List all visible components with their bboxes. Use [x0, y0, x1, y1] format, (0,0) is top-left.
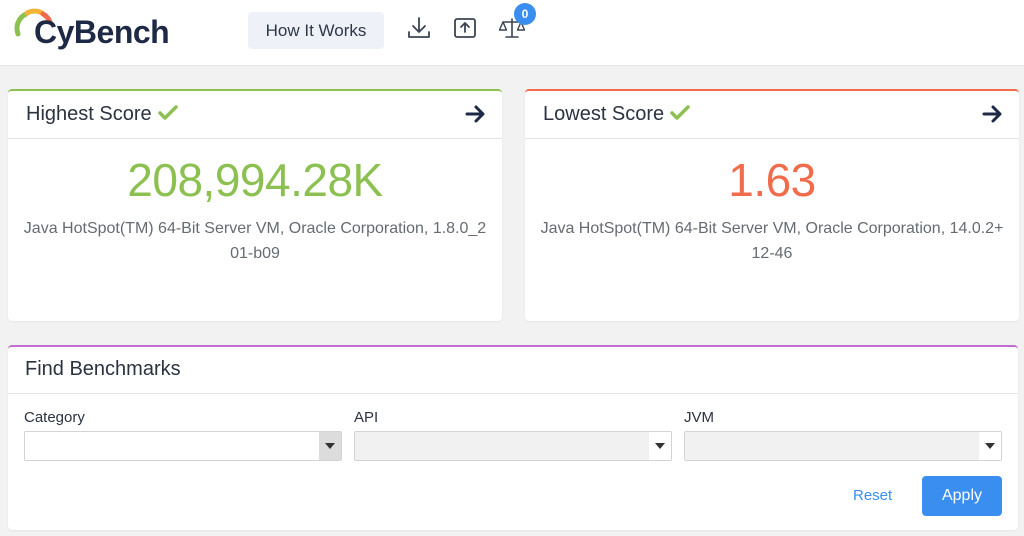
brand-name: CyBench	[34, 14, 170, 50]
reset-button[interactable]: Reset	[853, 487, 893, 504]
lowest-score-value: 1.63	[728, 154, 816, 206]
download-icon[interactable]	[404, 12, 434, 44]
compare-count-badge: 0	[514, 3, 536, 25]
jvm-select[interactable]	[684, 431, 1002, 461]
logo-arc-icon	[14, 8, 53, 37]
highest-score-title-wrap: Highest Score	[26, 103, 178, 126]
chevron-down-icon[interactable]	[979, 432, 1001, 460]
highest-score-header: Highest Score	[8, 91, 502, 139]
apply-button[interactable]: Apply	[922, 476, 1002, 516]
jvm-label: JVM	[684, 409, 714, 426]
scale-icon[interactable]	[497, 12, 527, 44]
lowest-score-title-wrap: Lowest Score	[543, 103, 690, 126]
find-benchmarks-header: Find Benchmarks	[8, 347, 1018, 394]
find-benchmarks-title: Find Benchmarks	[25, 358, 181, 380]
category-label: Category	[24, 409, 85, 426]
check-icon	[670, 105, 690, 120]
how-it-works-button[interactable]: How It Works	[248, 12, 384, 49]
find-benchmarks-card: Find Benchmarks Category API JVM Reset A…	[8, 345, 1018, 530]
api-label: API	[354, 409, 379, 426]
highest-score-value: 208,994.28K	[127, 154, 383, 206]
highest-score-card: Highest Score 208,994.28K Java HotSpot(T…	[8, 89, 502, 321]
category-select[interactable]	[24, 431, 342, 461]
arrow-right-icon[interactable]	[981, 103, 1003, 125]
chevron-down-icon[interactable]	[319, 432, 341, 460]
api-select[interactable]	[354, 431, 672, 461]
highest-score-title: Highest Score	[26, 103, 152, 125]
lowest-score-card: Lowest Score 1.63 Java HotSpot(TM) 64-Bi…	[525, 89, 1019, 321]
highest-score-description: Java HotSpot(TM) 64-Bit Server VM, Oracl…	[23, 220, 487, 262]
arrow-right-icon[interactable]	[464, 103, 486, 125]
lowest-score-title: Lowest Score	[543, 103, 665, 125]
top-bar: CyBench How It Works 0	[0, 0, 1024, 66]
lowest-score-header: Lowest Score	[525, 91, 1019, 139]
cybench-logo[interactable]: CyBench	[12, 4, 172, 60]
upload-icon[interactable]	[450, 12, 480, 44]
chevron-down-icon[interactable]	[649, 432, 671, 460]
lowest-score-description: Java HotSpot(TM) 64-Bit Server VM, Oracl…	[540, 220, 1004, 262]
check-icon	[157, 105, 178, 120]
